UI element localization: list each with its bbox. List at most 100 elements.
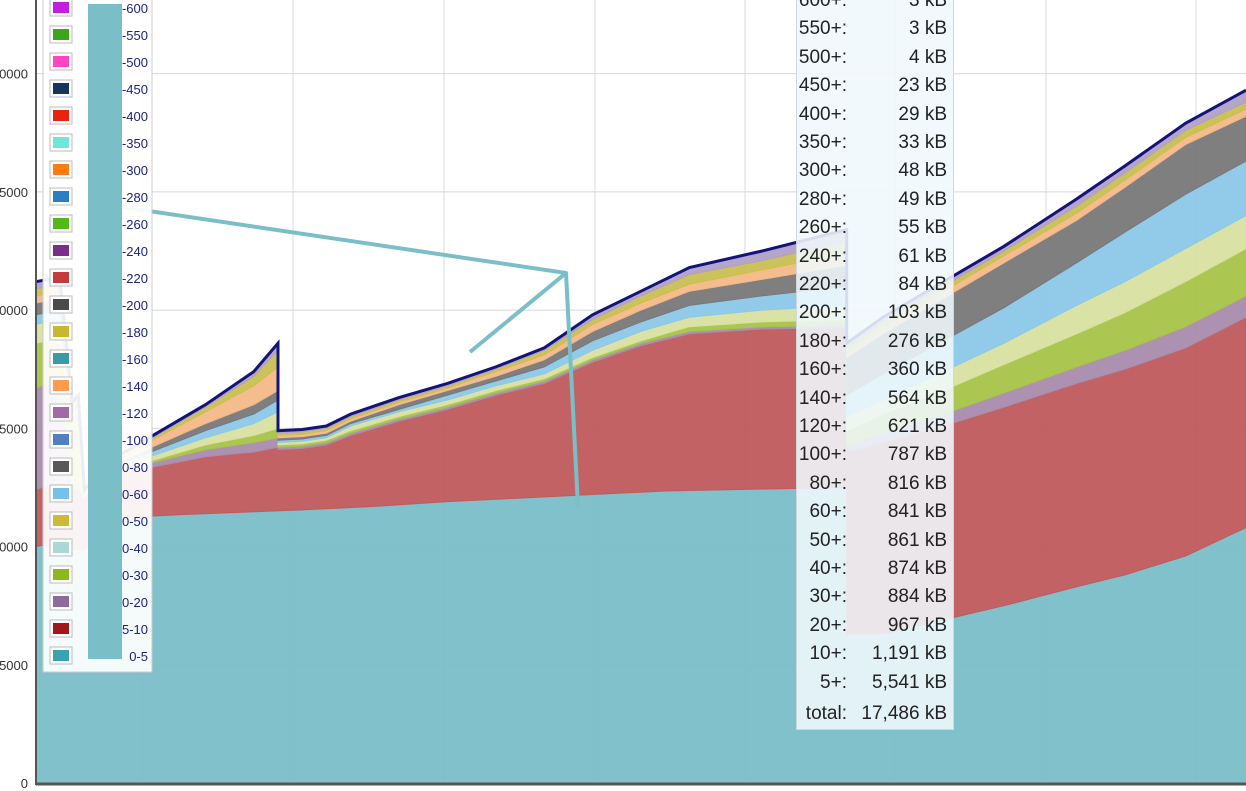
legend-label: -200 <box>122 298 148 313</box>
tooltip-row: 20+: 967 kB <box>797 612 947 640</box>
tooltip-key: 280+: <box>798 188 847 210</box>
legend-item[interactable]: 0-50 <box>49 511 148 530</box>
tooltip-key: 60+: <box>809 501 847 523</box>
legend-item[interactable]: -140 <box>49 376 148 395</box>
tooltip-key: 400+: <box>798 103 847 125</box>
tooltip-value: 61 kB <box>898 245 947 267</box>
legend-swatch <box>53 596 69 607</box>
tooltip-row: 80+: 816 kB <box>797 470 947 498</box>
legend-item[interactable]: 0-5 <box>49 646 148 665</box>
tooltip-key: 20+: <box>809 614 847 636</box>
legend-item[interactable]: -180 <box>49 322 148 341</box>
legend-item[interactable]: 0-80 <box>49 457 148 476</box>
tooltip-value: 360 kB <box>887 359 947 381</box>
legend-swatch <box>53 245 69 256</box>
legend-item[interactable]: -280 <box>49 187 148 206</box>
tooltip-value: 884 kB <box>887 586 947 608</box>
tooltip-value: 564 kB <box>887 387 947 409</box>
tooltip-row: 280+: 49 kB <box>797 186 947 214</box>
legend-item[interactable]: 0-60 <box>49 484 148 503</box>
tooltip-row: 200+: 103 kB <box>797 299 947 327</box>
legend-item[interactable]: -240 <box>49 241 148 260</box>
tooltip-key: 220+: <box>798 274 847 295</box>
legend-item[interactable]: 5-10 <box>49 619 148 638</box>
legend-item[interactable]: -200 <box>49 295 148 314</box>
legend-item[interactable]: -100 <box>49 430 148 449</box>
tooltip-value: 49 kB <box>898 188 947 210</box>
legend-swatch <box>53 29 69 40</box>
legend-label: -350 <box>122 136 148 151</box>
tooltip-row: 140+: 564 kB <box>797 385 947 413</box>
legend-item[interactable]: -160 <box>49 349 148 368</box>
legend-swatch <box>53 326 69 337</box>
tooltip-value: 787 kB <box>887 444 947 466</box>
tooltip-key: 120+: <box>798 416 847 437</box>
tooltip-row: 500+: 4 kB <box>797 44 947 72</box>
tooltip-value: 33 kB <box>898 132 947 153</box>
chart-areas[interactable] <box>35 89 1246 784</box>
legend-item[interactable]: -500 <box>49 52 148 71</box>
tooltip-key: total: <box>805 703 847 724</box>
legend-item[interactable]: -550 <box>49 25 148 44</box>
chart-legend[interactable]: 500-600-550-500-450-400-350-300-280-260-… <box>42 0 153 673</box>
tooltip-key: 10+: <box>809 643 847 665</box>
annotation-line <box>468 271 568 354</box>
tooltip-value: 841 kB <box>887 501 947 523</box>
tooltip-value: 816 kB <box>887 472 947 494</box>
y-axis-ticks: 0 5000 0000 5000 0000 5000 0000 <box>0 67 28 791</box>
legend-label: -180 <box>122 325 148 340</box>
y-tick-label: 0000 <box>0 303 28 318</box>
tooltip-key: 300+: <box>798 160 847 182</box>
tooltip-row: total: 17,486 kB <box>797 700 947 728</box>
chart-axes <box>35 0 1246 786</box>
tooltip-key: 600+: <box>798 0 847 11</box>
legend-item[interactable]: 0-40 <box>49 538 148 557</box>
legend-item[interactable]: -450 <box>49 79 148 98</box>
legend-swatch <box>53 542 69 553</box>
tooltip-row: 40+: 874 kB <box>797 555 947 583</box>
legend-item[interactable]: -260 <box>49 214 148 233</box>
tooltip-value: 967 kB <box>887 614 947 636</box>
y-tick-label: 5000 <box>0 185 28 200</box>
legend-label: -500 <box>122 55 148 70</box>
tooltip-key: 30+: <box>809 586 847 608</box>
legend-label: 0-5 <box>129 649 148 664</box>
legend-item[interactable]: -350 <box>49 133 148 152</box>
legend-item[interactable]: -120 <box>49 403 148 422</box>
legend-item[interactable]: -400 <box>49 106 148 125</box>
legend-item[interactable]: 0-30 <box>49 565 148 584</box>
legend-label: 0-60 <box>122 487 148 502</box>
tooltip-row: 5+: 5,541 kB <box>797 669 947 697</box>
tooltip-key: 350+: <box>798 132 847 153</box>
legend-item[interactable]: 0-20 <box>49 592 148 611</box>
tooltip-key: 5+: <box>820 671 847 693</box>
legend-label: -550 <box>122 28 148 43</box>
tooltip-value: 276 kB <box>887 330 947 352</box>
legend-item[interactable]: -300 <box>49 160 148 179</box>
legend-swatch <box>53 353 69 364</box>
y-tick-label: 0 <box>21 776 28 791</box>
y-tick-label: 0000 <box>0 540 28 555</box>
tooltip-value: 1,191 kB <box>872 643 947 665</box>
legend-swatch <box>53 407 69 418</box>
tooltip-row: 400+: 29 kB <box>797 101 947 129</box>
tooltip-key: 260+: <box>798 217 847 239</box>
tooltip-key: 100+: <box>798 444 847 466</box>
legend-swatch <box>53 2 69 13</box>
tooltip-row: 180+: 276 kB <box>797 328 947 356</box>
tooltip-key: 50+: <box>809 529 847 551</box>
legend-label: -280 <box>122 190 148 205</box>
tooltip-value: 5,541 kB <box>872 671 947 693</box>
tooltip-key: 40+: <box>809 558 847 579</box>
tooltip-value: 861 kB <box>887 529 947 551</box>
tooltip-key: 200+: <box>798 302 847 324</box>
y-tick-label: 5000 <box>0 421 28 436</box>
tooltip-row: 350+: 33 kB <box>797 129 947 157</box>
legend-swatch <box>53 461 69 472</box>
y-tick-label: 5000 <box>0 658 28 673</box>
tooltip-key: 550+: <box>798 18 847 40</box>
tooltip-value: 3 kB <box>908 18 947 40</box>
legend-item[interactable]: -220 <box>49 268 148 287</box>
tooltip-row: 30+: 884 kB <box>797 583 947 611</box>
